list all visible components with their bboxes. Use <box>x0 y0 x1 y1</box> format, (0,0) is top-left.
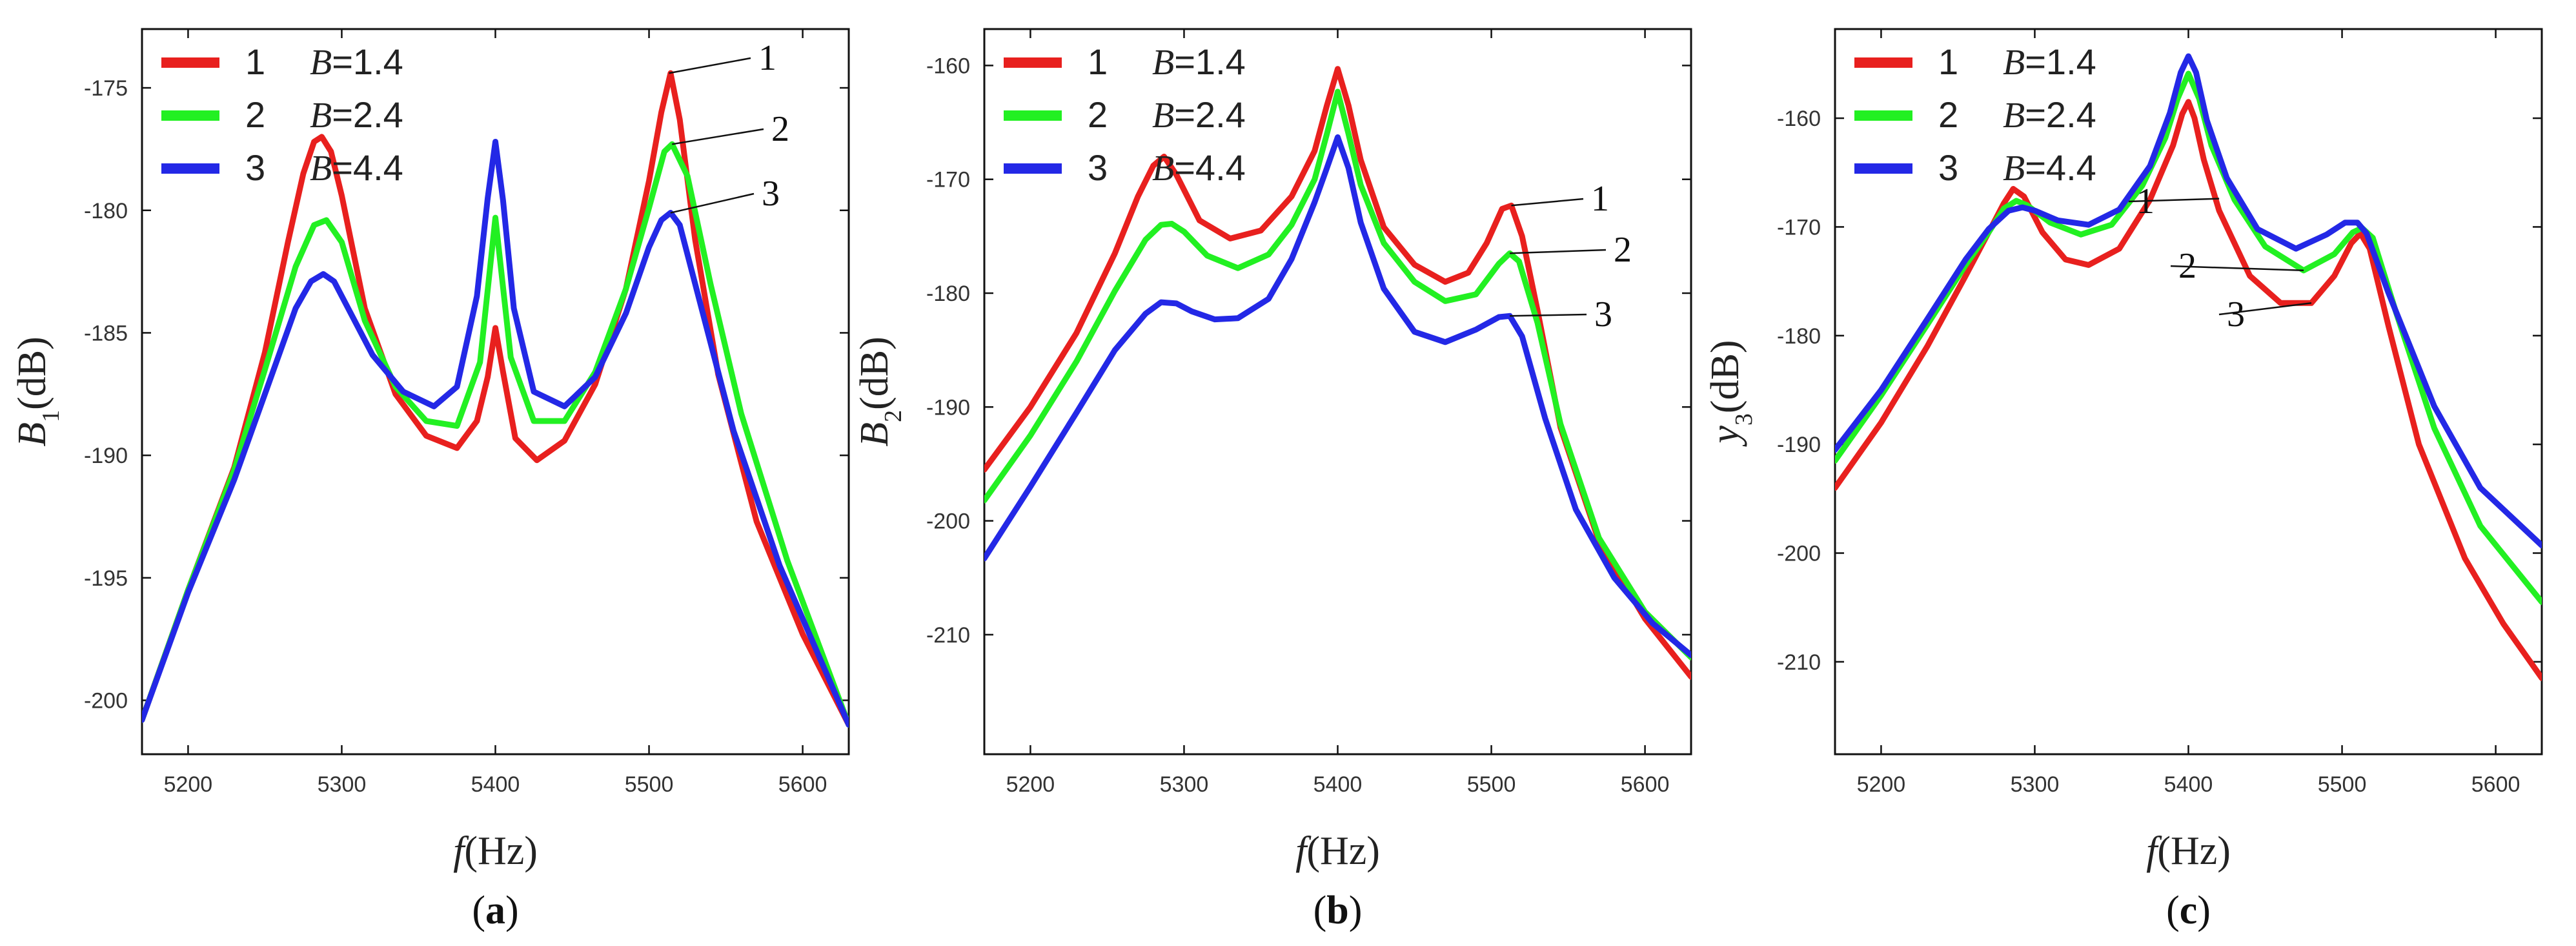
panel-label-c: (c) <box>2166 889 2211 932</box>
legend-label-2: B=2.4 <box>310 94 403 136</box>
y-tick-label: -180 <box>1777 324 1821 349</box>
x-axis-label: f(Hz) <box>1295 829 1380 873</box>
x-tick-label: 5300 <box>318 772 367 797</box>
y-tick-label: -185 <box>84 321 128 345</box>
annotation-leader-2 <box>2170 265 2304 272</box>
annotation-label-3: 3 <box>2227 294 2245 334</box>
chart-panel-b: 5200 5300 5400 5500 5600 -160 -170 -180 -190 -200… <box>853 28 1692 932</box>
y-tick-label: -160 <box>1777 107 1821 131</box>
x-tick-label: 5600 <box>2471 772 2520 797</box>
legend-index-2: 2 <box>1088 94 1108 135</box>
x-tick-label: 5500 <box>1467 772 1516 797</box>
x-tick-label: 5500 <box>2318 772 2367 797</box>
y-tick-label: -210 <box>926 623 970 648</box>
annotation-label-2: 2 <box>1614 230 1632 270</box>
x-tick-label: 5400 <box>471 772 520 797</box>
legend-label-3: B=4.4 <box>2003 147 2096 189</box>
legend-index-2: 2 <box>245 94 265 135</box>
legend-label-1: B=1.4 <box>310 41 403 83</box>
legend-index-1: 1 <box>245 41 265 82</box>
y-axis-label: B2(dB) <box>853 336 907 447</box>
annotation-leader-2 <box>672 128 764 145</box>
annotation-leader-1 <box>1511 198 1584 207</box>
series-line-1 <box>984 66 1691 680</box>
annotation-label-2: 2 <box>771 109 789 149</box>
x-tick-label: 5200 <box>1857 772 1906 797</box>
annotation-label-1: 1 <box>2136 181 2155 221</box>
x-tick-label: 5300 <box>1160 772 1209 797</box>
plot-frame <box>141 28 850 756</box>
annotation-label-2: 2 <box>2178 246 2196 286</box>
annotation-label-3: 3 <box>1594 294 1612 334</box>
y-tick-label: -200 <box>926 509 970 534</box>
y-axis-label: y3(dB) <box>1703 340 1758 447</box>
x-tick-label: 5400 <box>1313 772 1363 797</box>
legend-label-3: B=4.4 <box>310 147 403 189</box>
annotation-label-3: 3 <box>762 174 780 214</box>
y-tick-label: -210 <box>1777 650 1821 675</box>
y-tick-label: -175 <box>84 76 128 101</box>
annotation-leader-3 <box>1510 313 1587 317</box>
y-tick-label: -190 <box>84 444 128 468</box>
legend-label-1: B=1.4 <box>1152 41 1246 83</box>
chart-panel-c: 5200 5300 5400 5500 5600 -160 -170 -180 -190 -200… <box>1703 28 2543 932</box>
x-tick-label: 5500 <box>625 772 674 797</box>
legend-index-3: 3 <box>1088 147 1108 188</box>
y-tick-label: -200 <box>1777 542 1821 566</box>
panel-label-b: (b) <box>1313 889 1363 932</box>
y-tick-label: -160 <box>926 54 970 78</box>
y-tick-label: -195 <box>84 566 128 591</box>
legend-index-1: 1 <box>1938 41 1958 82</box>
legend-index-3: 3 <box>245 147 265 188</box>
legend-label-2: B=2.4 <box>2003 94 2096 136</box>
x-tick-label: 5600 <box>1621 772 1670 797</box>
x-axis-label: f(Hz) <box>2146 829 2231 873</box>
series-line-2 <box>984 88 1691 661</box>
x-tick-label: 5200 <box>1006 772 1055 797</box>
x-tick-label: 5600 <box>778 772 827 797</box>
y-axis-label: B1(dB) <box>10 336 65 447</box>
series-line-3 <box>984 134 1691 659</box>
legend-index-2: 2 <box>1938 94 1958 135</box>
y-tick-label: -170 <box>926 168 970 192</box>
panel-label-a: (a) <box>472 889 518 932</box>
plot-frame <box>1834 28 2543 756</box>
x-tick-label: 5200 <box>164 772 213 797</box>
y-tick-label: -180 <box>84 199 128 223</box>
legend-label-3: B=4.4 <box>1152 147 1246 189</box>
y-tick-label: -180 <box>926 282 970 306</box>
x-tick-label: 5300 <box>2011 772 2060 797</box>
legend-label-1: B=1.4 <box>2003 41 2096 83</box>
annotation-label-1: 1 <box>1591 179 1609 219</box>
series-line-3 <box>1835 53 2542 549</box>
series-line-3 <box>142 139 849 728</box>
x-tick-label: 5400 <box>2164 772 2213 797</box>
y-tick-label: -200 <box>84 689 128 714</box>
series-line-2 <box>142 141 849 728</box>
y-tick-label: -170 <box>1777 215 1821 240</box>
y-tick-label: -190 <box>926 395 970 420</box>
y-tick-label: -190 <box>1777 433 1821 457</box>
annotation-leader-2 <box>1510 249 1607 254</box>
series-line-1 <box>1835 99 2542 681</box>
legend-index-1: 1 <box>1088 41 1108 82</box>
annotation-leader-3 <box>2218 302 2312 316</box>
chart-panel-a: 5200 5300 5400 5500 5600 -175 -180 -185 -190 -195… <box>10 28 850 932</box>
annotation-leader-1 <box>2128 198 2220 203</box>
legend-index-3: 3 <box>1938 147 1958 188</box>
annotation-leader-1 <box>669 57 751 74</box>
legend-label-2: B=2.4 <box>1152 94 1246 136</box>
x-axis-label: f(Hz) <box>453 829 538 873</box>
series-line-1 <box>142 70 849 728</box>
annotation-leader-3 <box>670 192 755 214</box>
annotation-label-1: 1 <box>758 38 776 78</box>
